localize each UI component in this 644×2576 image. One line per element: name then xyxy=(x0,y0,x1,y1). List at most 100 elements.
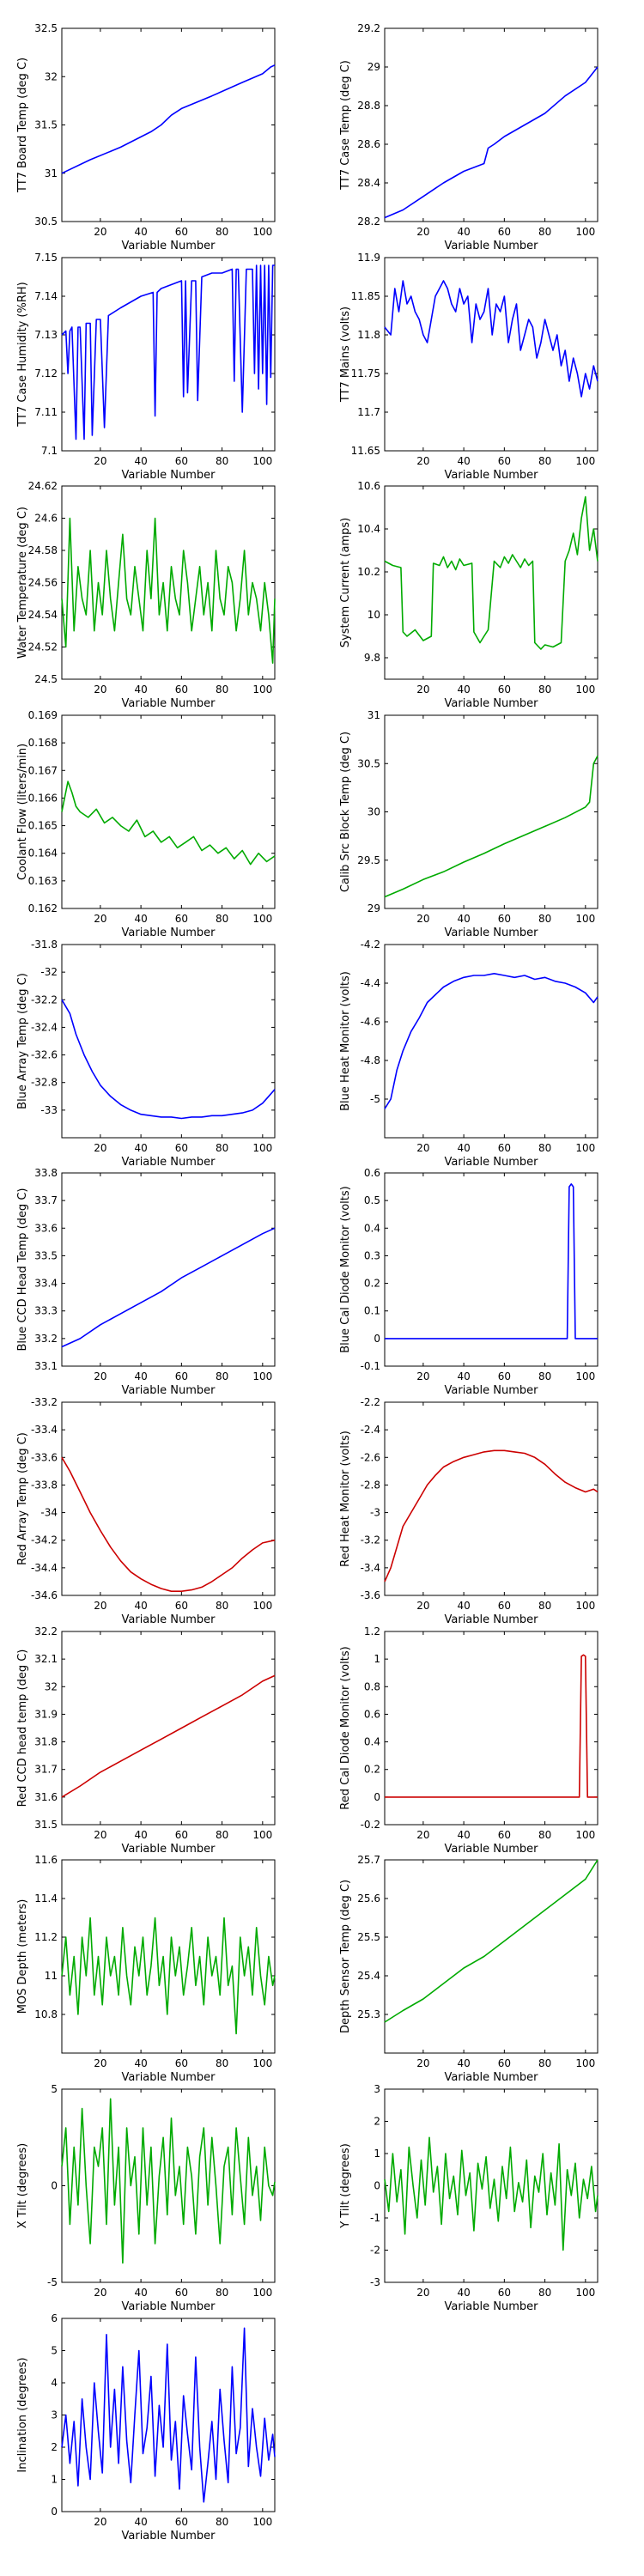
y-tick-label: 0.6 xyxy=(364,1167,380,1179)
series-line xyxy=(61,264,275,440)
plot-frame xyxy=(61,485,276,680)
x-tick-label: 100 xyxy=(575,1600,595,1612)
y-tick-label: -3.6 xyxy=(361,1589,380,1601)
y-tick-label: -32.2 xyxy=(31,993,58,1005)
x-tick-label: 20 xyxy=(94,2057,106,2069)
x-tick-label: 40 xyxy=(134,1600,147,1612)
series-line xyxy=(384,66,598,219)
y-tick-label: 24.6 xyxy=(34,513,58,525)
y-tick-label: -34.2 xyxy=(31,1534,58,1546)
y-tick-label: 0.162 xyxy=(28,902,58,914)
y-tick-label: 7.12 xyxy=(34,368,58,380)
x-tick-label: 60 xyxy=(175,913,188,925)
subplot-3: 20 40 60 80 100 7.1 7.11 7.12 7.13 7.14 7.15 Variab… xyxy=(16,252,276,482)
subplot-8: 20 40 60 80 100 29 29.5 30 30.5 31 Variable Number… xyxy=(339,709,598,939)
x-tick-label: 80 xyxy=(538,1600,551,1612)
x-axis-label: Variable Number xyxy=(122,2300,216,2313)
y-tick-label: 11.65 xyxy=(351,445,380,457)
x-tick-label: 100 xyxy=(252,1600,272,1612)
x-tick-label: 60 xyxy=(498,913,511,925)
plot-frame xyxy=(61,27,276,222)
y-axis-label: Water Temperature (deg C) xyxy=(16,507,29,659)
plot-frame xyxy=(61,944,276,1139)
series-line xyxy=(384,1859,598,2023)
series-line xyxy=(61,1227,276,1348)
x-tick-label: 100 xyxy=(575,455,595,467)
x-tick-label: 100 xyxy=(575,1142,595,1154)
y-tick-label: 31.9 xyxy=(34,1708,58,1720)
x-tick-label: 20 xyxy=(94,455,106,467)
x-tick-label: 60 xyxy=(498,226,511,238)
y-tick-label: 33.3 xyxy=(34,1305,58,1317)
y-tick-label: 32.2 xyxy=(34,1625,58,1637)
y-tick-label: 0.164 xyxy=(28,848,58,860)
y-axis-label: TT7 Case Temp (deg C) xyxy=(339,60,352,191)
y-tick-label: 4 xyxy=(51,2377,58,2389)
x-tick-label: 80 xyxy=(216,1829,228,1841)
x-axis-label: Variable Number xyxy=(122,240,216,252)
y-tick-label: -32.6 xyxy=(31,1049,58,1061)
x-tick-label: 40 xyxy=(457,1370,470,1382)
y-tick-label: -2.8 xyxy=(361,1479,380,1491)
y-tick-label: -4.4 xyxy=(361,977,380,989)
subplot-19: 20 40 60 80 100 -5 0 5 Variable Number X Tilt (de… xyxy=(16,2083,276,2313)
x-tick-label: 100 xyxy=(252,2287,272,2299)
plot-frame xyxy=(61,2318,276,2512)
x-tick-label: 100 xyxy=(252,1829,272,1841)
x-tick-label: 60 xyxy=(498,2057,511,2069)
y-tick-label: -1 xyxy=(370,2212,380,2224)
plot-frame xyxy=(384,1172,598,1367)
x-tick-label: 60 xyxy=(175,226,188,238)
y-tick-label: 31.7 xyxy=(34,1764,58,1776)
y-axis-label: Red Heat Monitor (volts) xyxy=(339,1431,352,1567)
y-tick-label: 30.5 xyxy=(357,757,380,769)
subplot-20: 20 40 60 80 100 -3 -2 -1 0 1 2 3 Variable Number Y Ti… xyxy=(339,2083,598,2313)
y-tick-label: 31.5 xyxy=(34,119,58,131)
plot-frame xyxy=(384,27,598,222)
x-tick-label: 40 xyxy=(134,1142,147,1154)
subplot-11: 20 40 60 80 100 33.1 33.2 33.3 33.4 33.5 33.6 33.7 3… xyxy=(16,1167,276,1397)
y-tick-label: -0.2 xyxy=(361,1819,380,1831)
y-tick-label: 7.1 xyxy=(41,445,58,457)
subplot-7: 20 40 60 80 100 0.162 0.163 0.164 0.165 0.166 0.16… xyxy=(16,709,276,939)
series-line xyxy=(385,1183,598,1340)
x-axis-label: Variable Number xyxy=(122,2530,216,2543)
x-tick-label: 80 xyxy=(216,1142,228,1154)
y-tick-label: 31 xyxy=(45,167,58,179)
y-tick-label: 0 xyxy=(51,2180,58,2192)
x-tick-label: 20 xyxy=(416,455,429,467)
series-line xyxy=(61,1456,276,1592)
plot-frame xyxy=(61,1631,276,1826)
y-tick-label: 11.85 xyxy=(351,290,380,302)
plot-frame xyxy=(384,1631,598,1826)
x-tick-label: 80 xyxy=(216,2287,228,2299)
y-tick-label: 10.2 xyxy=(357,566,380,578)
x-tick-label: 80 xyxy=(216,2057,228,2069)
x-axis-label: Variable Number xyxy=(122,1384,216,1397)
series-line xyxy=(61,2098,276,2264)
y-tick-label: 31.6 xyxy=(34,1791,58,1803)
y-tick-label: 25.5 xyxy=(357,1931,380,1943)
x-tick-label: 80 xyxy=(538,683,551,696)
y-tick-label: 11.2 xyxy=(34,1931,58,1943)
series-line xyxy=(384,755,598,898)
x-tick-label: 100 xyxy=(252,226,272,238)
y-tick-label: 1 xyxy=(51,2474,58,2486)
subplot-5: 20 40 60 80 10024.524.5224.5424.5624.5824.62… xyxy=(16,480,276,710)
y-axis-label: Red CCD head temp (deg C) xyxy=(16,1649,29,1807)
x-tick-label: 40 xyxy=(134,2516,147,2528)
subplot-14: 20 40 60 80 100 -3.6 -3.4 -3.2 -3 -2.8 -2.6 -2.4 -2.… xyxy=(339,1396,598,1626)
x-tick-label: 40 xyxy=(457,226,470,238)
x-tick-label: 80 xyxy=(216,226,228,238)
y-tick-label: 1 xyxy=(374,1653,380,1665)
y-tick-label: 10 xyxy=(368,609,380,621)
y-tick-label: 33.6 xyxy=(34,1222,58,1234)
x-tick-label: 20 xyxy=(416,1370,429,1382)
y-tick-label: -34.4 xyxy=(31,1562,58,1574)
x-tick-label: 100 xyxy=(575,913,595,925)
x-axis-label: Variable Number xyxy=(122,2071,216,2084)
x-axis-label: Variable Number xyxy=(445,1384,539,1397)
plot-frame xyxy=(384,714,598,909)
x-tick-label: 80 xyxy=(216,1370,228,1382)
